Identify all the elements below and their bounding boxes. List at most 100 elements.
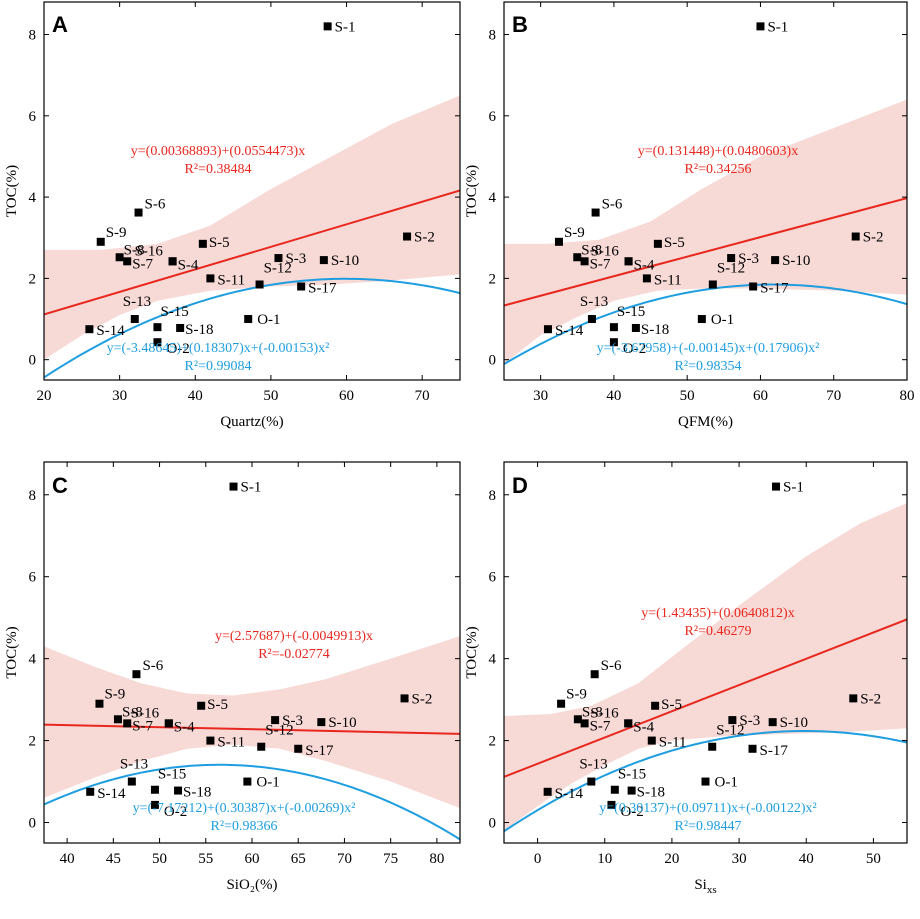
data-point: [174, 786, 183, 795]
data-point: [728, 716, 737, 725]
point-label: S-4: [633, 719, 654, 735]
data-point: [609, 338, 618, 347]
panel-letter: B: [512, 12, 528, 37]
point-label: S-17: [760, 743, 789, 759]
data-point: [95, 699, 104, 708]
point-label: S-15: [618, 767, 646, 783]
data-point: [400, 694, 409, 703]
point-label: S-18: [641, 322, 669, 338]
point-label: O-2: [620, 804, 643, 820]
point-label: S-1: [767, 19, 788, 35]
panel-a: 20 30 40 50 60 70 0 2 4 6 8 Quartz(%) TOC(%) A S-1 S-2 S…: [4, 1, 461, 430]
point-label: S-7: [590, 256, 611, 272]
point-label: S-6: [145, 197, 166, 213]
x-axis-label: SiO₂(%): [226, 877, 277, 893]
point-label: S-2: [863, 230, 884, 246]
x-tick-label: 75: [383, 851, 398, 867]
point-label: S-3: [285, 251, 306, 267]
data-point: [123, 719, 132, 728]
point-label: S-18: [637, 785, 665, 801]
linear-r2: R²=-0.02774: [258, 647, 330, 662]
x-tick-label: 50: [680, 388, 695, 404]
data-point: [554, 237, 563, 246]
point-label: S-15: [160, 304, 188, 320]
data-point: [573, 715, 582, 724]
data-point: [297, 282, 306, 291]
polynomial-r2: R²=0.98447: [675, 819, 742, 834]
point-label: S-8: [122, 704, 143, 720]
y-tick-label: 6: [29, 570, 37, 586]
x-tick-label: 60: [339, 388, 354, 404]
point-label: S-7: [132, 718, 153, 734]
data-point: [587, 777, 596, 786]
panel-letter: A: [52, 12, 68, 37]
x-tick-label: 40: [606, 388, 621, 404]
panel-letter: D: [512, 473, 528, 498]
linear-equation: y=(0.00368893)+(0.0554473)x: [131, 144, 305, 159]
point-label: S-11: [217, 735, 245, 751]
x-tick-label: 10: [597, 851, 612, 867]
data-point: [206, 736, 215, 745]
point-label: S-13: [580, 294, 608, 310]
data-point: [748, 744, 757, 753]
data-point: [647, 736, 656, 745]
data-point: [708, 742, 717, 751]
point-label: S-18: [183, 785, 211, 801]
point-label: S-1: [241, 480, 262, 496]
x-tick-label: 60: [753, 388, 768, 404]
point-label: S-17: [308, 281, 337, 297]
y-tick-label: 4: [489, 190, 497, 206]
polynomial-fit-curve: [504, 729, 907, 833]
point-label: O-2: [164, 804, 187, 820]
point-label: O-1: [711, 312, 734, 328]
point-label: S-8: [582, 704, 603, 720]
x-tick-label: 50: [866, 851, 881, 867]
y-tick-label: 6: [489, 570, 497, 586]
data-point: [557, 699, 566, 708]
point-label: S-1: [783, 480, 804, 496]
x-tick-label: 20: [37, 388, 52, 404]
point-label: S-6: [601, 658, 622, 674]
point-label: S-5: [664, 235, 685, 251]
point-label: O-2: [166, 341, 189, 357]
y-tick-label: 0: [29, 816, 37, 832]
x-axis-label-subscript: xs: [707, 884, 717, 896]
data-point: [756, 22, 765, 31]
point-label: S-3: [738, 251, 759, 267]
point-label: S-13: [123, 294, 151, 310]
data-point: [85, 325, 94, 334]
point-label: S-16: [590, 705, 619, 721]
point-label: S-3: [739, 713, 760, 729]
data-point: [749, 282, 758, 291]
x-tick-label: 50: [263, 388, 278, 404]
point-label: S-11: [659, 735, 687, 751]
point-label: O-1: [715, 775, 738, 791]
y-tick-label: 6: [29, 109, 37, 125]
polynomial-r2: R²=0.98366: [211, 819, 278, 834]
data-point: [701, 777, 710, 786]
data-point: [631, 323, 640, 332]
y-axis-label: TOC(%): [4, 165, 20, 217]
point-label: S-10: [328, 715, 356, 731]
data-point: [127, 777, 136, 786]
point-label: S-13: [579, 757, 607, 773]
data-point: [243, 777, 252, 786]
x-tick-label: 80: [429, 851, 444, 867]
data-point: [580, 257, 589, 266]
data-point: [164, 719, 173, 728]
data-point: [624, 257, 633, 266]
point-label: S-7: [590, 718, 611, 734]
x-tick-label: 45: [106, 851, 121, 867]
data-point: [580, 719, 589, 728]
x-tick-label: 40: [60, 851, 75, 867]
data-point: [771, 256, 780, 265]
data-point: [150, 800, 159, 809]
point-label: S-12: [716, 723, 744, 739]
polynomial-fit-curve: [504, 283, 907, 365]
point-label: S-12: [264, 260, 292, 276]
point-label: S-10: [331, 253, 359, 269]
data-point: [197, 701, 206, 710]
polynomial-equation: y=(0.30137)+(0.09711)x+(-0.00122)x²: [599, 801, 817, 816]
linear-equation: y=(1.43435)+(0.0640812)x: [641, 606, 794, 621]
